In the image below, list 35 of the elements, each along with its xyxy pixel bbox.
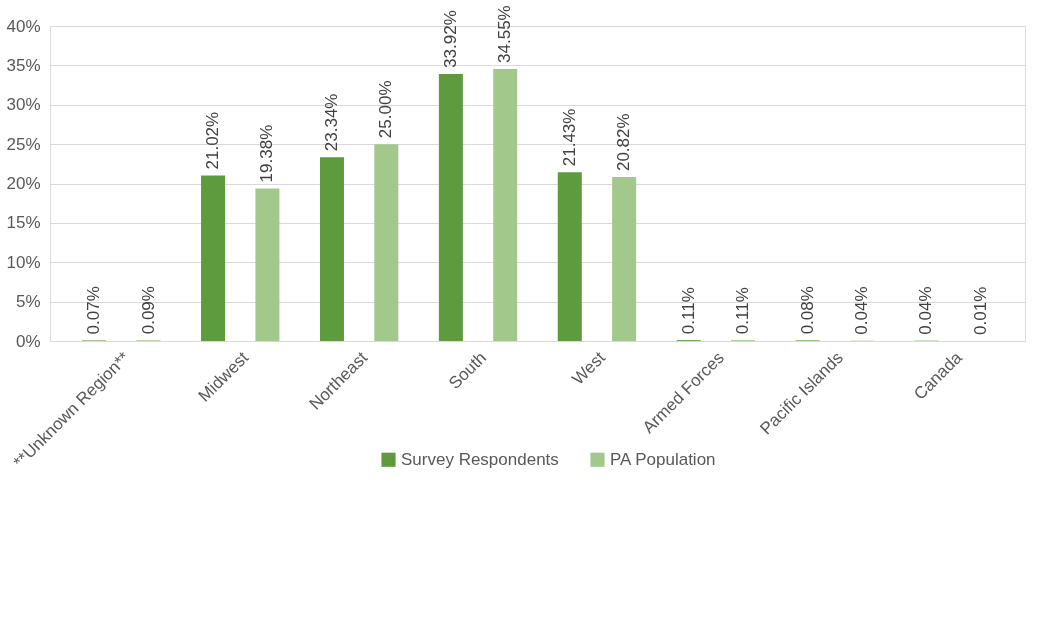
bar [612, 177, 637, 341]
y-tick-label: 0% [15, 331, 41, 351]
data-label: 0.11% [733, 287, 753, 335]
legend-label: Survey Respondents [401, 449, 559, 469]
y-tick-label: 25% [6, 134, 41, 154]
y-tick-label: 15% [6, 213, 41, 233]
bar [557, 172, 582, 341]
bar [255, 188, 280, 341]
y-tick-label: 40% [6, 16, 41, 36]
bar [493, 68, 518, 341]
bar [201, 175, 226, 341]
data-label: 34.55% [495, 5, 515, 63]
data-label: 25.00% [376, 80, 396, 139]
bar [438, 73, 463, 341]
data-label: 20.82% [614, 113, 634, 172]
y-tick-label: 20% [6, 174, 41, 193]
data-label: 0.08% [797, 286, 817, 335]
bar [374, 144, 399, 341]
y-tick-label: 35% [6, 55, 41, 75]
y-tick-label: 5% [15, 292, 41, 312]
data-label: 0.11% [678, 287, 698, 335]
y-tick-label: 10% [6, 252, 41, 272]
data-label: 21.43% [559, 108, 579, 167]
data-label: 19.38% [257, 124, 277, 183]
data-label: 0.01% [970, 286, 990, 335]
data-label: 23.34% [321, 93, 341, 152]
bar [319, 157, 344, 341]
data-label: 0.04% [851, 286, 871, 335]
data-label: 21.02% [203, 111, 223, 170]
data-label: 0.04% [916, 286, 936, 335]
y-tick-label: 30% [6, 95, 41, 115]
data-label: 0.07% [84, 286, 104, 335]
legend-label: PA Population [610, 449, 716, 469]
data-label: 33.92% [440, 10, 460, 68]
data-label: 0.09% [138, 286, 158, 335]
